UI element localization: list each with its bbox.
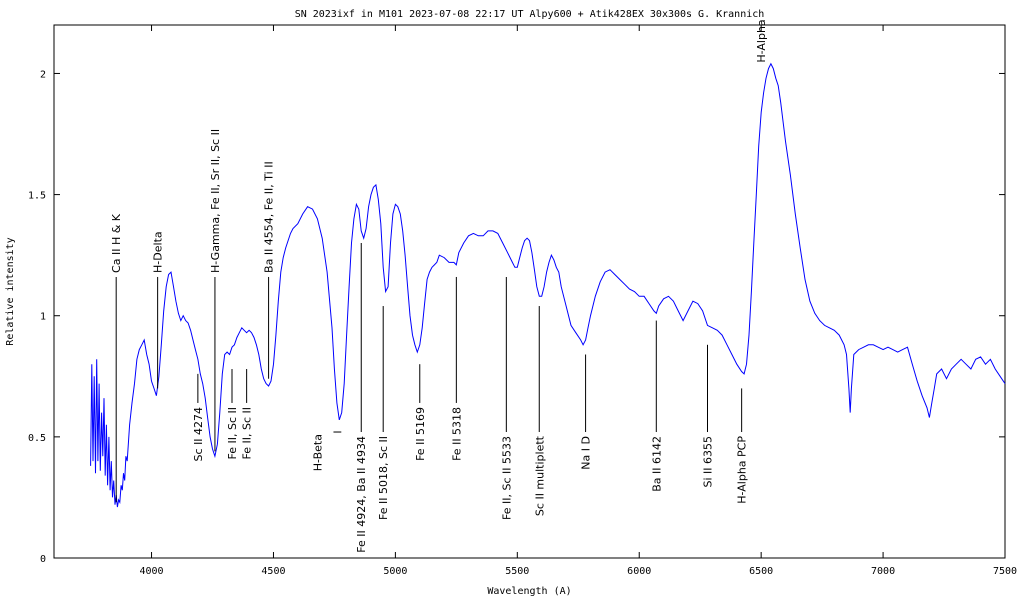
x-tick-label: 6000 [627,566,651,577]
annotation-label: H-Alpha [755,19,768,62]
annotation-label: Si II 6355 [702,436,715,488]
annotation-label: Fe II, Sc II 5533 [500,436,513,520]
annotation-label: Ca II H & K [110,213,123,273]
annotation-label: Fe II, Sc II [241,407,254,460]
annotation-label: Fe II 5169 [414,407,427,461]
line-annotation: Si II 6355 [702,344,715,488]
line-annotation: Sc II 4274 [192,373,205,462]
annotation-label: Na I D [580,436,593,470]
annotation-label: H-Delta [152,231,165,273]
line-annotation: Fe II 5318 [450,276,463,461]
line-annotation: Fe II, Sc II [241,369,254,459]
annotation-label: Sc II 4274 [192,407,205,462]
line-annotation: Sc II multiplett [533,306,546,516]
x-tick-label: 6500 [749,566,773,577]
y-tick-label: 0.5 [28,433,46,444]
y-tick-label: 0 [40,554,46,565]
annotation-label: H-Beta [311,434,324,471]
x-tick-label: 4000 [139,566,163,577]
x-tick-label: 7000 [871,566,895,577]
line-annotation: Ca II H & K [110,213,123,503]
line-annotation: Fe II, Sc II [226,369,239,459]
annotation-label: H-Alpha PCP [736,436,749,504]
plot-frame [53,24,1006,559]
line-annotation: Ba II 4554, Fe II, Ti II [263,161,276,379]
x-tick-label: 4500 [261,566,285,577]
annotation-label: Fe II, Sc II [226,407,239,460]
line-annotation: H-Beta [311,431,342,471]
annotation-label: Ba II 6142 [650,436,663,492]
x-axis-ticks: 4000 4500 5000 5500 6000 6500 7000 7500 [139,25,1017,577]
x-tick-label: 5000 [383,566,407,577]
annotation-label: H-Gamma, Fe II, Sr II, Sc II [209,129,222,273]
chart-title: SN 2023ixf in M101 2023-07-08 22:17 UT A… [295,9,765,20]
annotation-label: Fe II 4924, Ba II 4934 [355,436,368,553]
x-tick-label: 7500 [993,566,1017,577]
y-tick-label: 2 [40,69,46,80]
line-annotation: H-Delta [152,231,165,389]
x-tick-label: 5500 [505,566,529,577]
line-annotation: H-Alpha PCP [736,388,749,504]
annotation-label: Ba II 4554, Fe II, Ti II [263,161,276,273]
x-axis-label: Wavelength (A) [487,586,571,597]
line-annotation: H-Gamma, Fe II, Sr II, Sc II [209,129,222,452]
y-axis-label: Relative intensity [5,237,16,345]
y-tick-label: 1 [40,312,46,323]
annotation-label: Fe II 5318 [450,407,463,461]
line-annotation: H-Alpha [755,19,768,62]
line-annotation: Ba II 6142 [650,320,663,492]
line-annotation: Na I D [580,354,593,470]
spectrum-line [90,62,1006,508]
annotation-label: Sc II multiplett [533,435,546,516]
line-annotation: Fe II 5169 [414,364,427,461]
line-annotation: Fe II 5018, Sc II [377,306,390,520]
y-tick-label: 1.5 [28,191,46,202]
line-annotation: Fe II, Sc II 5533 [500,276,513,520]
line-annotation: Fe II 4924, Ba II 4934 [355,243,368,553]
y-axis-ticks: 0 0.5 1 1.5 2 [28,69,1005,565]
annotation-label: Fe II 5018, Sc II [377,436,390,520]
annotation-layer: Ca II H & K H-Delta Sc II 4274 H-Gamma, Fe … [110,19,768,552]
series-layer [90,62,1006,508]
